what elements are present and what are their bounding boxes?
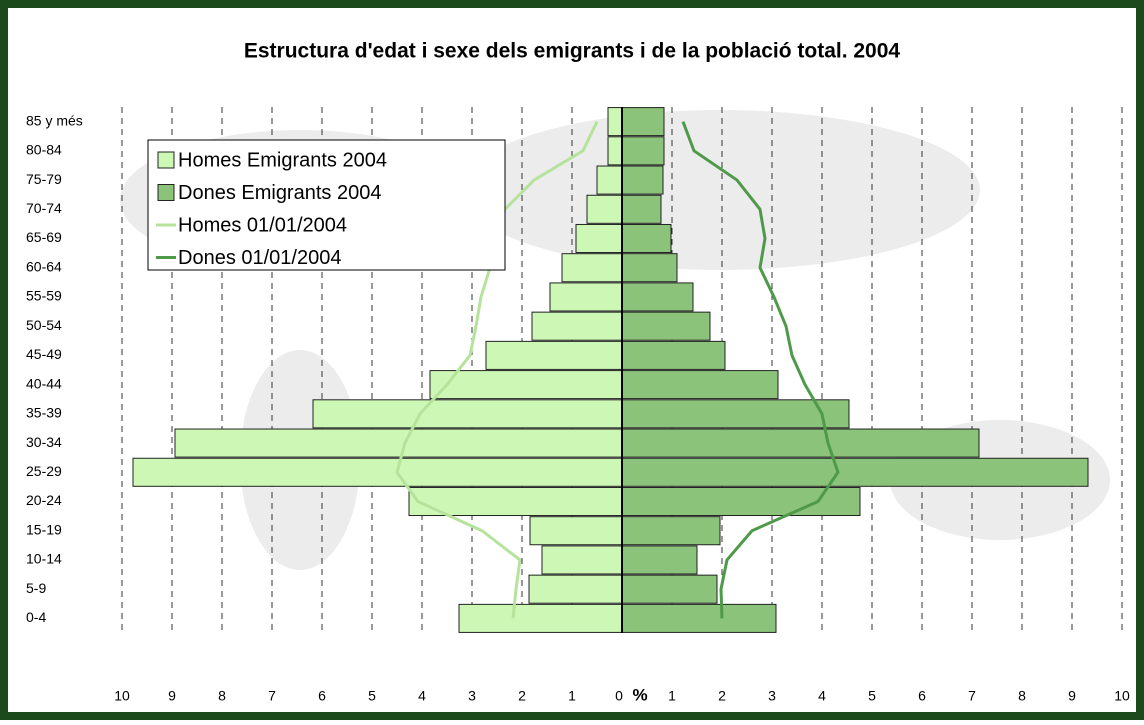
bar bbox=[458, 603, 623, 633]
bar bbox=[621, 545, 698, 575]
bar bbox=[485, 340, 623, 370]
x-tick-label: 10 bbox=[114, 688, 130, 704]
bar bbox=[132, 457, 623, 487]
bar bbox=[621, 370, 779, 400]
y-tick-label: 45-49 bbox=[26, 346, 62, 362]
x-axis-label: % bbox=[632, 685, 647, 704]
x-tick-label: 4 bbox=[818, 688, 826, 704]
y-tick-label: 75-79 bbox=[26, 171, 62, 187]
bar bbox=[621, 603, 777, 633]
bar bbox=[621, 516, 721, 546]
line bbox=[681, 121, 840, 619]
y-tick-label: 60-64 bbox=[26, 258, 62, 274]
y-tick-label: 15-19 bbox=[26, 521, 62, 537]
legend-label: Dones Emigrants 2004 bbox=[178, 182, 381, 204]
x-tick-label: 3 bbox=[768, 688, 776, 704]
x-tick-label: 8 bbox=[218, 688, 226, 704]
x-tick-label: 2 bbox=[518, 688, 526, 704]
legend-swatch bbox=[157, 151, 175, 169]
bar bbox=[528, 574, 623, 604]
bar bbox=[621, 136, 665, 166]
bar bbox=[621, 194, 662, 224]
legend-label: Homes Emigrants 2004 bbox=[178, 149, 387, 171]
y-tick-label: 10-14 bbox=[26, 551, 62, 567]
y-tick-label: 40-44 bbox=[26, 375, 62, 391]
x-tick-label: 3 bbox=[468, 688, 476, 704]
legend-label: Homes 01/01/2004 bbox=[178, 214, 347, 236]
bar bbox=[531, 311, 623, 341]
x-tick-label: 1 bbox=[568, 688, 576, 704]
bar bbox=[408, 486, 623, 517]
bar bbox=[621, 428, 980, 458]
x-tick-label: 9 bbox=[168, 688, 176, 704]
y-tick-label: 0-4 bbox=[26, 609, 46, 625]
line bbox=[395, 120, 599, 619]
bar bbox=[586, 194, 623, 224]
bar bbox=[575, 223, 623, 254]
x-tick-label: 9 bbox=[1068, 688, 1076, 704]
legend-box bbox=[147, 139, 506, 271]
x-tick-label: 8 bbox=[1018, 688, 1026, 704]
bar bbox=[621, 340, 726, 370]
y-tick-label: 30-34 bbox=[26, 434, 62, 450]
chart-title: Estructura d'edat i sexe dels emigrants … bbox=[244, 40, 901, 63]
bar bbox=[621, 486, 861, 517]
y-tick-label: 55-59 bbox=[26, 288, 62, 304]
bar bbox=[621, 253, 678, 283]
x-tick-label: 1 bbox=[668, 688, 676, 704]
bar bbox=[621, 311, 711, 341]
bar bbox=[607, 136, 623, 166]
bar bbox=[621, 457, 1089, 487]
x-tick-label: 10 bbox=[1114, 688, 1130, 704]
x-tick-label: 7 bbox=[968, 688, 976, 704]
y-tick-label: 25-29 bbox=[26, 463, 62, 479]
bar bbox=[596, 165, 623, 195]
x-tick-label: 0 bbox=[615, 688, 623, 704]
y-tick-label: 50-54 bbox=[26, 317, 62, 333]
bar bbox=[621, 282, 694, 312]
y-tick-label: 85 y més bbox=[26, 112, 83, 128]
x-tick-label: 5 bbox=[868, 688, 876, 704]
bar bbox=[561, 253, 623, 283]
bar bbox=[549, 282, 623, 312]
bar bbox=[312, 399, 623, 429]
bar bbox=[529, 516, 623, 546]
x-tick-label: 4 bbox=[418, 688, 426, 704]
bar bbox=[607, 107, 623, 137]
y-tick-label: 65-69 bbox=[26, 229, 62, 245]
x-tick-label: 6 bbox=[318, 688, 326, 704]
legend-label: Dones 01/01/2004 bbox=[178, 247, 341, 269]
bar bbox=[621, 107, 665, 137]
bar bbox=[541, 545, 623, 575]
x-tick-label: 6 bbox=[918, 688, 926, 704]
x-tick-label: 2 bbox=[718, 688, 726, 704]
bar bbox=[621, 223, 672, 254]
y-tick-label: 5-9 bbox=[26, 580, 46, 596]
x-tick-label: 7 bbox=[268, 688, 276, 704]
legend-swatch bbox=[157, 184, 175, 201]
y-tick-label: 70-74 bbox=[26, 200, 62, 216]
bar bbox=[429, 370, 623, 400]
bar bbox=[621, 165, 664, 195]
y-tick-label: 35-39 bbox=[26, 405, 62, 421]
y-tick-label: 20-24 bbox=[26, 492, 62, 508]
y-tick-label: 80-84 bbox=[26, 142, 62, 158]
x-tick-label: 5 bbox=[368, 688, 376, 704]
bar bbox=[174, 428, 623, 458]
bar bbox=[621, 574, 718, 604]
